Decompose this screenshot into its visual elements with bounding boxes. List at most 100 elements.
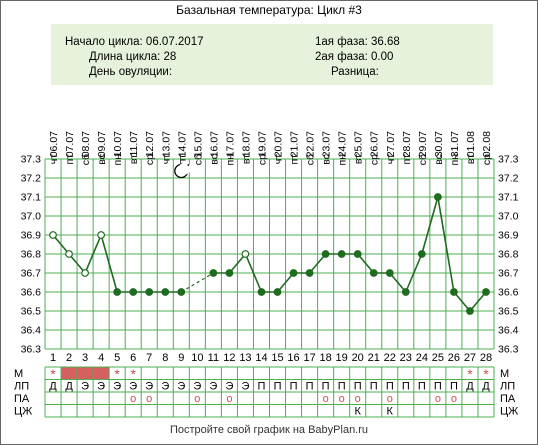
row-cell-mark: Э xyxy=(161,381,169,393)
moon-icon-mask xyxy=(178,162,191,175)
x-day-label: 24 xyxy=(416,352,428,364)
data-point xyxy=(433,193,442,201)
y-tick-label-left: 36.7 xyxy=(21,268,42,280)
row-cell-mark: П xyxy=(434,381,442,393)
row-cell-mark: * xyxy=(467,366,473,382)
x-day-label: 17 xyxy=(303,352,315,364)
row-cell-mark: Э xyxy=(241,381,249,393)
row-label-left: ЛП xyxy=(14,381,29,393)
row-cell-mark: П xyxy=(306,381,314,393)
x-date-label: 21.07 xyxy=(289,131,301,157)
x-date-label: 18.07 xyxy=(240,131,252,157)
series-line-segment xyxy=(453,291,471,312)
x-date-label: 31.07 xyxy=(449,131,461,157)
series-line-segment xyxy=(421,196,439,255)
data-point-hollow xyxy=(65,250,73,258)
data-point xyxy=(450,288,458,296)
row-cell-mark: Д xyxy=(482,381,490,393)
row-cell-mark: К xyxy=(387,406,394,418)
x-date-label: 19.07 xyxy=(256,131,268,157)
data-point xyxy=(353,250,362,258)
x-weekday-label: вс xyxy=(321,154,333,165)
x-day-label: 15 xyxy=(271,352,283,364)
series-line-segment xyxy=(100,234,118,293)
data-point-hollow xyxy=(81,269,89,277)
x-day-label: 14 xyxy=(255,352,267,364)
x-weekday-label: пт xyxy=(64,154,76,165)
x-day-label: 4 xyxy=(98,352,104,364)
row-cell-mark: П xyxy=(450,381,458,393)
x-date-label: 13.07 xyxy=(160,131,172,157)
row-fill-cell xyxy=(93,367,110,380)
x-day-label: 26 xyxy=(448,352,460,364)
data-point xyxy=(369,269,378,277)
x-date-label: 28.07 xyxy=(401,131,413,157)
row-label-left: М xyxy=(14,368,23,380)
x-date-label: 27.07 xyxy=(385,131,397,157)
x-weekday-label: вс xyxy=(96,154,108,165)
x-date-label: 14.07 xyxy=(176,131,188,157)
row-cell-mark: о xyxy=(387,393,393,405)
row-cell-mark: П xyxy=(274,381,282,393)
x-day-label: 7 xyxy=(146,352,152,364)
y-tick-label-right: 36.6 xyxy=(498,287,519,299)
row-cell-mark: Э xyxy=(145,381,153,393)
row-label-right: М xyxy=(500,368,509,380)
chart-title: Базальная температура: Цикл #3 xyxy=(176,3,362,17)
row-cell-mark: Э xyxy=(113,381,121,393)
series-line-segment xyxy=(469,291,487,312)
y-tick-label-left: 37.0 xyxy=(21,211,42,223)
row-cell-mark: П xyxy=(370,381,378,393)
x-day-label: 20 xyxy=(352,352,364,364)
y-tick-label-left: 36.4 xyxy=(21,325,42,337)
row-cell-mark: Э xyxy=(193,381,201,393)
x-date-label: 08.07 xyxy=(80,131,92,157)
x-date-label: 06.07 xyxy=(48,131,60,157)
x-weekday-label: пн xyxy=(224,154,236,166)
x-date-label: 02.08 xyxy=(481,131,493,157)
y-tick-label-left: 36.9 xyxy=(21,230,42,242)
y-tick-label-left: 36.3 xyxy=(21,344,42,356)
row-cell-mark: * xyxy=(130,366,136,382)
x-day-label: 5 xyxy=(114,352,120,364)
row-cell-mark: Э xyxy=(177,381,185,393)
x-date-label: 26.07 xyxy=(369,131,381,157)
data-point-hollow xyxy=(49,231,57,239)
cycle-start-text: Начало цикла: 06.07.2017 xyxy=(65,36,204,48)
row-cell-mark: о xyxy=(226,393,232,405)
y-tick-label-right: 37.1 xyxy=(498,192,519,204)
row-cell-mark: о xyxy=(339,393,345,405)
row-cell-mark: К xyxy=(354,406,361,418)
footer-link[interactable]: Постройте свой график на BabyPlan.ru xyxy=(169,424,369,436)
row-cell-mark: о xyxy=(146,393,152,405)
row-cell-mark: Э xyxy=(81,381,89,393)
difference-text: Разница: xyxy=(331,66,379,78)
x-date-label: 24.07 xyxy=(337,131,349,157)
x-weekday-label: пт xyxy=(176,154,188,165)
x-date-label: 01.08 xyxy=(465,131,477,157)
series-line-segment xyxy=(405,253,423,293)
data-point xyxy=(289,269,298,277)
x-day-label: 16 xyxy=(287,352,299,364)
x-date-label: 30.07 xyxy=(433,131,445,157)
row-cell-mark: П xyxy=(354,381,362,393)
row-cell-mark: * xyxy=(114,366,120,382)
x-weekday-label: чт xyxy=(160,154,172,164)
data-point-hollow xyxy=(97,231,106,239)
row-label-right: ПА xyxy=(500,393,516,405)
row-cell-mark: о xyxy=(435,393,441,405)
row-cell-mark: П xyxy=(258,381,266,393)
series-line-segment xyxy=(276,272,295,293)
x-weekday-label: вс xyxy=(433,154,445,165)
y-tick-label-right: 37.0 xyxy=(498,211,519,223)
data-point xyxy=(145,288,154,296)
row-cell-mark: о xyxy=(130,393,136,405)
series-line-segment xyxy=(357,253,375,274)
row-cell-mark: Д xyxy=(49,381,57,393)
row-cell-mark: Д xyxy=(466,381,474,393)
x-weekday-label: пн xyxy=(337,154,349,166)
x-weekday-label: вт xyxy=(465,154,477,164)
row-cell-mark: о xyxy=(355,393,361,405)
x-weekday-label: пт xyxy=(401,154,413,165)
